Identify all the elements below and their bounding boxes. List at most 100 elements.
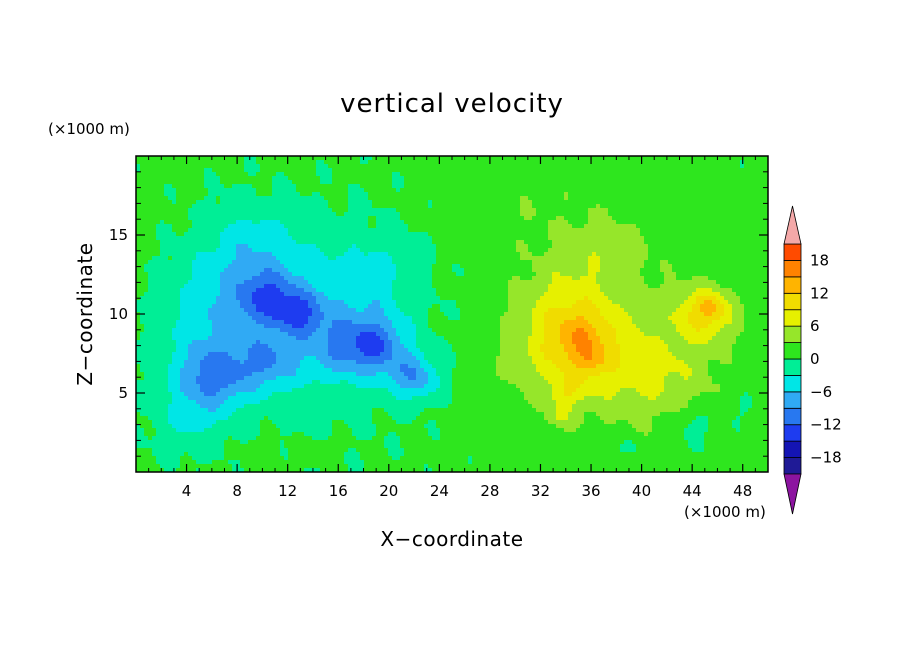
- field-cell: [588, 216, 593, 221]
- field-cell: [748, 192, 753, 197]
- field-cell: [244, 244, 249, 249]
- field-cell: [736, 164, 741, 169]
- field-cell: [548, 268, 553, 273]
- field-cell: [388, 224, 393, 229]
- field-cell: [520, 232, 525, 237]
- field-cell: [316, 204, 321, 209]
- field-cell: [264, 216, 269, 221]
- field-cell: [200, 280, 205, 285]
- field-cell: [356, 268, 361, 273]
- field-cell: [552, 260, 557, 265]
- field-cell: [136, 232, 141, 237]
- field-cell: [220, 164, 225, 169]
- field-cell: [352, 276, 357, 281]
- field-cell: [352, 236, 357, 241]
- field-cell: [624, 240, 629, 245]
- field-cell: [340, 260, 345, 265]
- field-cell: [764, 224, 768, 229]
- field-cell: [344, 240, 349, 245]
- field-cell: [536, 268, 541, 273]
- field-cell: [148, 224, 153, 229]
- field-cell: [440, 232, 445, 237]
- field-cell: [188, 172, 193, 177]
- field-cell: [500, 224, 505, 229]
- field-cell: [688, 220, 693, 225]
- field-cell: [368, 268, 373, 273]
- field-cell: [232, 188, 237, 193]
- field-cell: [396, 228, 401, 233]
- field-cell: [476, 176, 481, 181]
- field-cell: [220, 204, 225, 209]
- field-cell: [144, 184, 149, 189]
- field-cell: [700, 164, 705, 169]
- field-cell: [352, 240, 357, 245]
- field-cell: [296, 176, 301, 181]
- field-cell: [260, 164, 265, 169]
- field-cell: [184, 272, 189, 277]
- field-cell: [480, 200, 485, 205]
- field-cell: [244, 248, 249, 253]
- field-cell: [524, 176, 529, 181]
- field-cell: [512, 176, 517, 181]
- field-cell: [232, 236, 237, 241]
- field-cell: [228, 164, 233, 169]
- field-cell: [252, 156, 257, 161]
- field-cell: [528, 200, 533, 205]
- field-cell: [672, 192, 677, 197]
- field-cell: [548, 256, 553, 261]
- field-cell: [496, 164, 501, 169]
- field-cell: [288, 272, 293, 277]
- field-cell: [588, 264, 593, 269]
- field-cell: [500, 164, 505, 169]
- field-cell: [404, 176, 409, 181]
- field-cell: [472, 168, 477, 173]
- field-cell: [184, 240, 189, 245]
- field-cell: [316, 172, 321, 177]
- field-cell: [460, 168, 465, 173]
- field-cell: [608, 216, 613, 221]
- field-cell: [216, 280, 221, 285]
- field-cell: [380, 236, 385, 241]
- field-cell: [256, 248, 261, 253]
- field-cell: [436, 232, 441, 237]
- field-cell: [656, 208, 661, 213]
- field-cell: [176, 252, 181, 257]
- field-cell: [628, 236, 633, 241]
- field-cell: [192, 236, 197, 241]
- field-cell: [700, 240, 705, 245]
- field-cell: [468, 224, 473, 229]
- field-cell: [624, 268, 629, 273]
- field-cell: [712, 192, 717, 197]
- field-cell: [516, 248, 521, 253]
- field-cell: [600, 264, 605, 269]
- field-cell: [364, 260, 369, 265]
- field-cell: [196, 248, 201, 253]
- field-cell: [276, 236, 281, 241]
- field-cell: [508, 256, 513, 261]
- field-cell: [452, 256, 457, 261]
- field-cell: [396, 168, 401, 173]
- field-cell: [744, 228, 749, 233]
- field-cell: [748, 236, 753, 241]
- field-cell: [292, 208, 297, 213]
- field-cell: [236, 208, 241, 213]
- field-cell: [616, 184, 621, 189]
- field-cell: [480, 236, 485, 241]
- field-cell: [216, 176, 221, 181]
- field-cell: [408, 220, 413, 225]
- field-cell: [140, 232, 145, 237]
- field-cell: [456, 160, 461, 165]
- field-cell: [748, 276, 753, 281]
- field-cell: [172, 272, 177, 277]
- field-cell: [652, 220, 657, 225]
- field-cell: [176, 180, 181, 185]
- field-cell: [404, 248, 409, 253]
- field-cell: [476, 272, 481, 277]
- field-cell: [712, 168, 717, 173]
- field-cell: [648, 224, 653, 229]
- field-cell: [208, 156, 213, 161]
- field-cell: [648, 204, 653, 209]
- field-cell: [640, 192, 645, 197]
- field-cell: [560, 204, 565, 209]
- field-cell: [536, 180, 541, 185]
